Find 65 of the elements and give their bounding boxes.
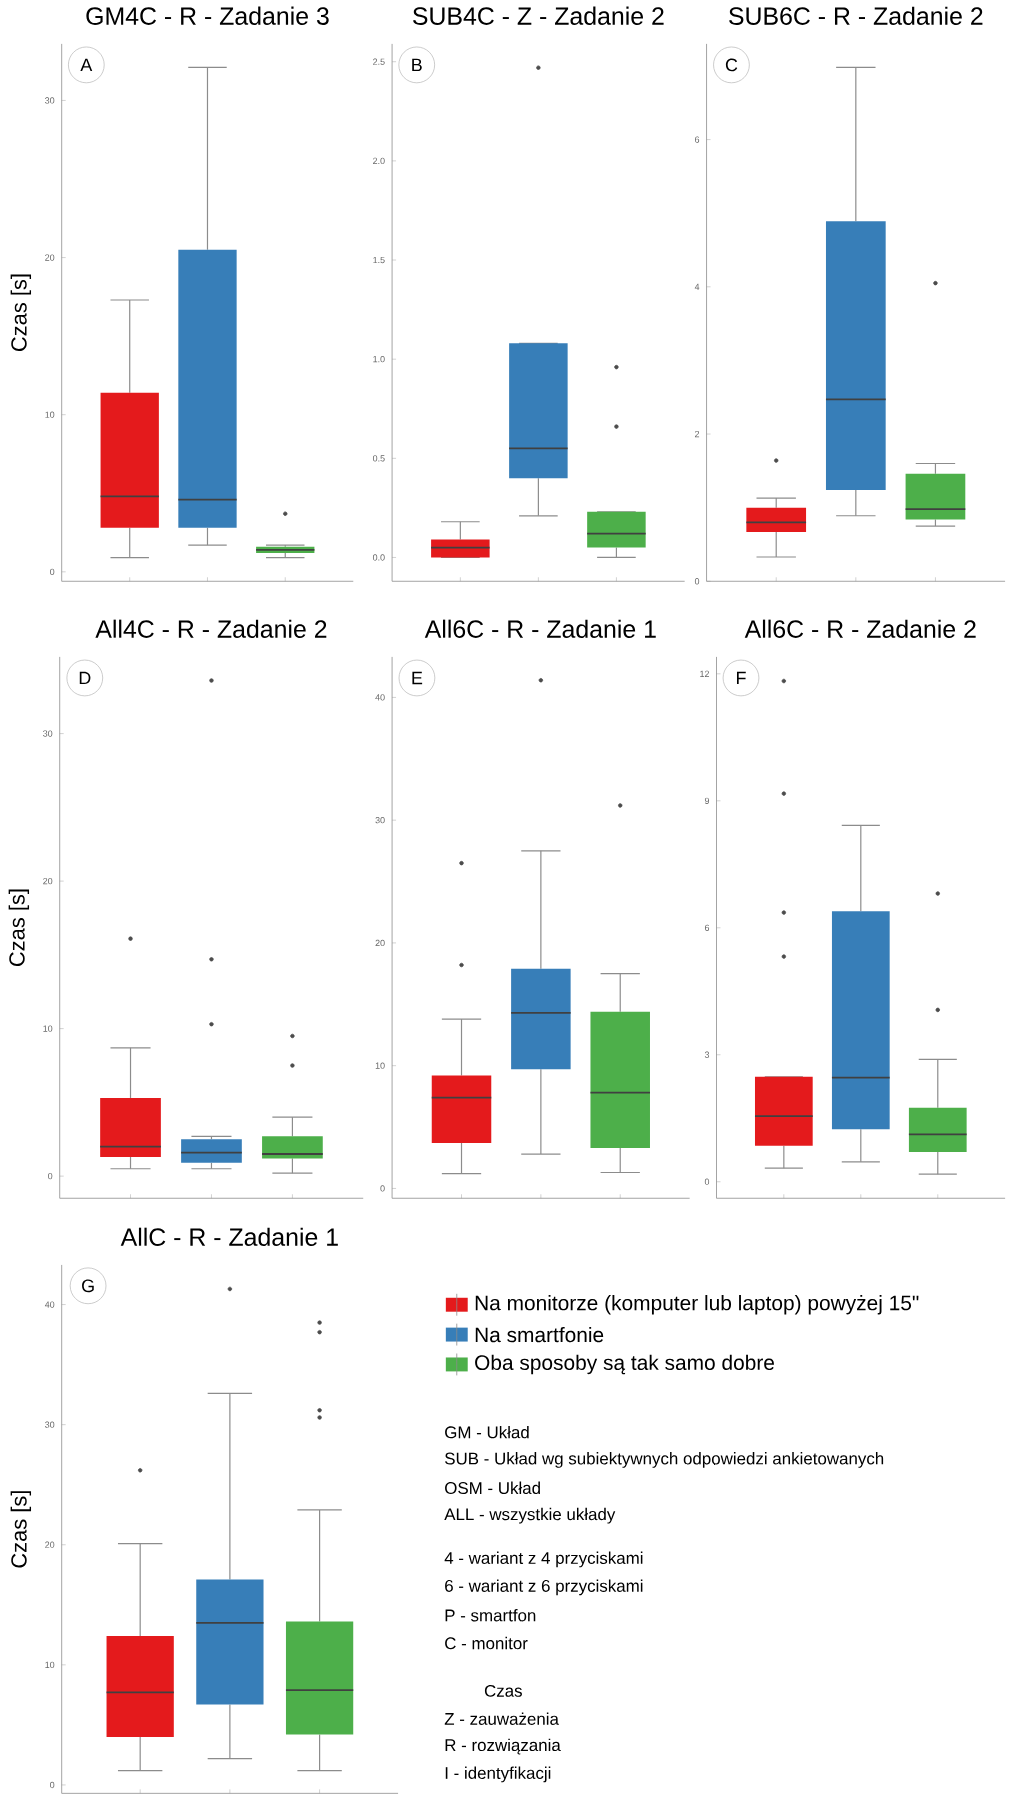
legend-label: Oba sposoby są tak samo dobre (475, 1354, 774, 1375)
legend-label: Na monitorze (komputer lub laptop) powyżej 15" (475, 1295, 919, 1315)
y-tick-label: 20 (375, 939, 385, 947)
y-tick-label: 2.5 (373, 58, 385, 65)
annotation: D (79, 671, 91, 685)
annotation: E (412, 671, 423, 685)
chart-title: SUB6C - R - Zadanie 2 (729, 6, 983, 25)
text: 4 - wariant z 4 przyciskami (444, 1551, 643, 1568)
y-axis-title: Czas [s] (10, 1491, 31, 1568)
y-tick-label: 40 (375, 694, 385, 701)
text: Z - zauważenia (444, 1712, 559, 1725)
text: P - smartfon (445, 1609, 536, 1622)
annotation: B (412, 58, 422, 72)
y-tick-label: 0 (704, 1178, 710, 1185)
y-tick-label: 2 (694, 430, 700, 438)
chart-title: SUB4C - Z - Zadanie 2 (412, 6, 664, 25)
y-axis-title: Czas [s] (8, 889, 29, 966)
y-tick-label: 0 (50, 1781, 55, 1789)
chart-title: All6C - R - Zadanie 1 (424, 619, 656, 638)
text: C - monitor (445, 1636, 528, 1650)
y-tick-label: 10 (45, 1661, 55, 1669)
text: Czas (484, 1684, 522, 1697)
y-tick-label: 0 (694, 578, 700, 585)
y-tick-label: 2.0 (373, 157, 385, 165)
text: ALL - wszystkie układy (444, 1507, 616, 1524)
y-tick-label: 0 (48, 1172, 53, 1180)
y-tick-label: 10 (43, 1025, 53, 1032)
text: OSM - Układ (445, 1481, 540, 1495)
y-tick-label: 30 (375, 817, 385, 824)
y-tick-label: 20 (45, 254, 55, 261)
y-tick-label: 0.5 (372, 455, 385, 462)
text: GM - Układ (445, 1425, 529, 1439)
y-tick-label: 10 (375, 1062, 385, 1069)
y-tick-label: 30 (45, 1421, 55, 1428)
chart-title: GM4C - R - Zadanie 3 (86, 6, 329, 25)
text: SUB - Układ wg subiektywnych odpowiedzi ankietowanych (444, 1452, 884, 1468)
y-axis-title: Czas [s] (10, 274, 31, 351)
y-tick-label: 1.5 (373, 256, 385, 264)
chart-title: All4C - R - Zadanie 2 (95, 619, 327, 638)
annotation: C (725, 58, 738, 72)
annotation: G (82, 1279, 94, 1293)
legend-label: Na smartfonie (475, 1326, 604, 1343)
y-tick-label: 6 (704, 924, 710, 931)
text: R - rozwiązania (445, 1738, 561, 1755)
text: I - identyfikacji (445, 1766, 551, 1783)
y-tick-label: 30 (45, 97, 55, 104)
y-tick-label: 1.0 (373, 356, 385, 363)
y-tick-label: 6 (694, 136, 700, 143)
y-tick-label: 20 (43, 877, 53, 885)
annotation: F (736, 671, 746, 685)
y-tick-label: 9 (704, 797, 710, 804)
y-tick-label: 20 (45, 1541, 55, 1548)
y-tick-label: 10 (45, 411, 55, 418)
y-tick-label: 0.0 (372, 554, 385, 561)
y-tick-label: 40 (44, 1301, 55, 1308)
y-tick-label: 12 (700, 670, 709, 677)
text: 6 - wariant z 6 przyciskami (445, 1579, 643, 1596)
y-tick-label: 30 (43, 730, 53, 737)
y-tick-label: 0 (380, 1185, 385, 1192)
y-tick-label: 3 (704, 1051, 710, 1058)
y-tick-label: 0 (50, 568, 55, 576)
y-tick-label: 4 (694, 283, 700, 290)
annotation: A (80, 58, 93, 72)
chart-title: All6C - R - Zadanie 2 (744, 619, 976, 638)
chart-title: AllC - R - Zadanie 1 (120, 1227, 338, 1246)
